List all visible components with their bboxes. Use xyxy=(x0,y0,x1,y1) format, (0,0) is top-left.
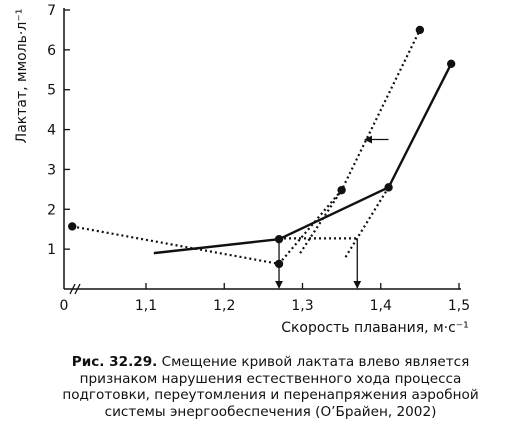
x-tick-label: 0 xyxy=(60,298,69,314)
data-point xyxy=(337,185,346,195)
data-point xyxy=(68,222,77,231)
y-tick-label: 6 xyxy=(47,43,56,59)
x-tick-label: 1,1 xyxy=(135,298,157,314)
lactate-chart: 0 1,1 1,2 1,3 1,4 1,5 1 2 3 4 5 6 7 Скорость плавани… xyxy=(14,3,470,336)
y-tick-label: 3 xyxy=(47,162,56,178)
dotted-series-line xyxy=(72,29,421,266)
x-tick-label: 1,2 xyxy=(213,298,235,314)
y-tick-label: 7 xyxy=(47,3,56,19)
y-tick-label: 2 xyxy=(47,202,56,218)
y-tick-label: 5 xyxy=(47,83,56,99)
guide-line xyxy=(344,186,390,258)
guide-line xyxy=(299,189,343,254)
x-tick-label: 1,5 xyxy=(448,298,470,314)
y-axis-title: Лактат, ммоль·л⁻¹ xyxy=(14,9,30,144)
x-axis-break-mark xyxy=(69,283,81,295)
figure-number: Рис. 32.29. xyxy=(71,354,158,370)
x-tick-label: 1,3 xyxy=(291,298,313,314)
x-tick-label: 1,4 xyxy=(370,298,392,314)
guides-layer xyxy=(279,186,390,258)
figure-caption-text: Смещение кривой лактата влево является п… xyxy=(62,354,479,420)
x-axis-title: Скорость плавания, м·с⁻¹ xyxy=(281,320,469,336)
data-point xyxy=(446,59,456,69)
axes-layer xyxy=(63,8,461,295)
data-point xyxy=(415,25,425,35)
series-layer xyxy=(68,25,456,269)
figure-caption: Рис. 32.29. Смещение кривой лактата влев… xyxy=(48,354,493,420)
y-tick-label: 4 xyxy=(47,123,56,139)
ticks-layer: 0 1,1 1,2 1,3 1,4 1,5 1 2 3 4 5 6 7 xyxy=(47,3,470,314)
solid-series-line xyxy=(153,63,453,255)
data-point xyxy=(384,183,393,192)
y-tick-label: 1 xyxy=(47,242,56,258)
arrows-layer xyxy=(275,135,389,289)
